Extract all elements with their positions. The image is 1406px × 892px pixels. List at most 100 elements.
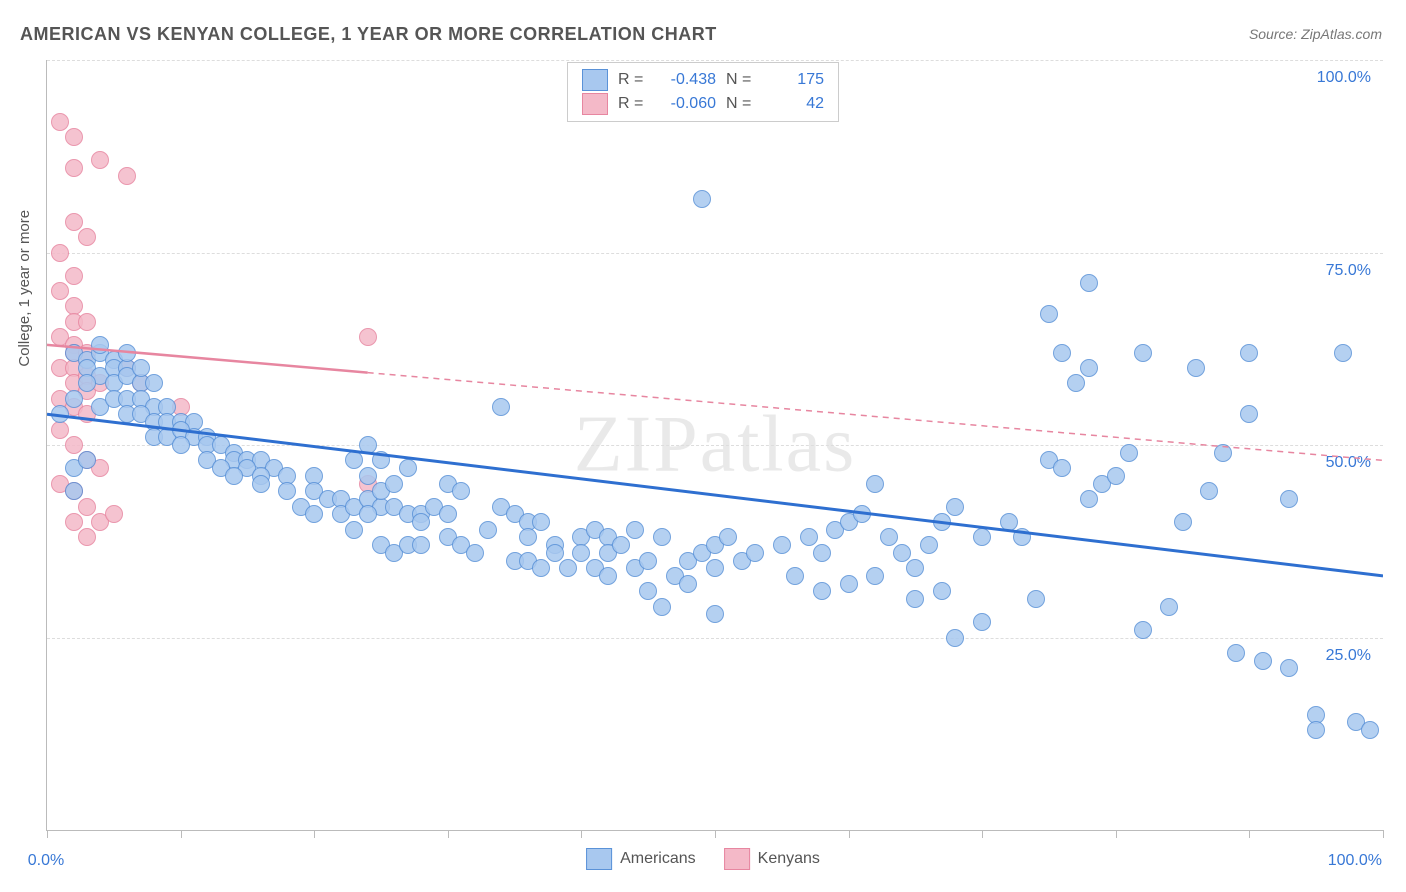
american-point [345, 451, 363, 469]
american-point [492, 398, 510, 416]
american-point [1053, 459, 1071, 477]
kenyan-point [65, 513, 83, 531]
american-point [1334, 344, 1352, 362]
american-point [452, 482, 470, 500]
american-point [786, 567, 804, 585]
american-point [359, 467, 377, 485]
american-point [479, 521, 497, 539]
american-point [1361, 721, 1379, 739]
american-point [813, 582, 831, 600]
kenyan-point [78, 528, 96, 546]
american-point [973, 613, 991, 631]
n-label: N = [726, 71, 756, 89]
x-tick [1383, 830, 1384, 838]
legend-series-item: Americans [586, 848, 696, 870]
american-point [1280, 490, 1298, 508]
american-point [813, 544, 831, 562]
x-tick [47, 830, 48, 838]
american-point [693, 190, 711, 208]
x-min-label: 0.0% [28, 852, 64, 870]
y-tick-label: 100.0% [1317, 69, 1371, 87]
american-point [1080, 274, 1098, 292]
american-point [65, 482, 83, 500]
kenyan-point [51, 113, 69, 131]
american-point [385, 475, 403, 493]
kenyan-point [65, 159, 83, 177]
legend-swatch [582, 93, 608, 115]
american-point [906, 559, 924, 577]
american-point [1160, 598, 1178, 616]
american-point [840, 575, 858, 593]
american-point [1000, 513, 1018, 531]
american-point [91, 336, 109, 354]
gridline [47, 253, 1383, 254]
american-point [1280, 659, 1298, 677]
american-point [1240, 344, 1258, 362]
kenyan-point [91, 151, 109, 169]
american-point [412, 536, 430, 554]
kenyan-point [105, 505, 123, 523]
american-point [305, 505, 323, 523]
american-point [359, 505, 377, 523]
american-point [1254, 652, 1272, 670]
american-point [612, 536, 630, 554]
series-legend: Americans Kenyans [586, 848, 820, 870]
american-point [706, 559, 724, 577]
x-tick [1249, 830, 1250, 838]
x-tick [715, 830, 716, 838]
american-point [1067, 374, 1085, 392]
n-value: 175 [766, 71, 824, 89]
kenyan-point [65, 213, 83, 231]
y-tick-label: 25.0% [1326, 647, 1371, 665]
american-point [359, 436, 377, 454]
american-point [1174, 513, 1192, 531]
american-point [626, 521, 644, 539]
american-point [1027, 590, 1045, 608]
legend-swatch [586, 848, 612, 870]
american-point [1200, 482, 1218, 500]
american-point [706, 605, 724, 623]
r-value: -0.060 [658, 95, 716, 113]
source-attribution: Source: ZipAtlas.com [1249, 26, 1382, 42]
x-tick [181, 830, 182, 838]
x-tick [1116, 830, 1117, 838]
american-point [572, 544, 590, 562]
x-tick [982, 830, 983, 838]
american-point [946, 629, 964, 647]
american-point [118, 344, 136, 362]
american-point [719, 528, 737, 546]
r-label: R = [618, 95, 648, 113]
legend-series-label: Kenyans [758, 850, 820, 868]
kenyan-point [51, 244, 69, 262]
kenyan-point [65, 267, 83, 285]
american-point [639, 552, 657, 570]
correlation-legend: R = -0.438 N = 175 R = -0.060 N = 42 [567, 62, 839, 122]
american-point [653, 598, 671, 616]
gridline [47, 638, 1383, 639]
american-point [1134, 344, 1152, 362]
american-point [1053, 344, 1071, 362]
american-point [1187, 359, 1205, 377]
american-point [345, 521, 363, 539]
legend-series-item: Kenyans [724, 848, 820, 870]
legend-correlation-row: R = -0.438 N = 175 [582, 69, 824, 91]
american-point [893, 544, 911, 562]
american-point [866, 475, 884, 493]
american-point [973, 528, 991, 546]
american-point [145, 374, 163, 392]
kenyan-point [51, 421, 69, 439]
american-point [252, 475, 270, 493]
american-point [78, 374, 96, 392]
y-axis-label: College, 1 year or more [16, 210, 33, 367]
american-point [866, 567, 884, 585]
american-point [933, 513, 951, 531]
american-point [278, 482, 296, 500]
legend-swatch [724, 848, 750, 870]
american-point [1214, 444, 1232, 462]
chart-title: AMERICAN VS KENYAN COLLEGE, 1 YEAR OR MO… [20, 24, 717, 45]
x-tick [849, 830, 850, 838]
american-point [1080, 359, 1098, 377]
american-point [519, 528, 537, 546]
american-point [65, 390, 83, 408]
american-point [920, 536, 938, 554]
